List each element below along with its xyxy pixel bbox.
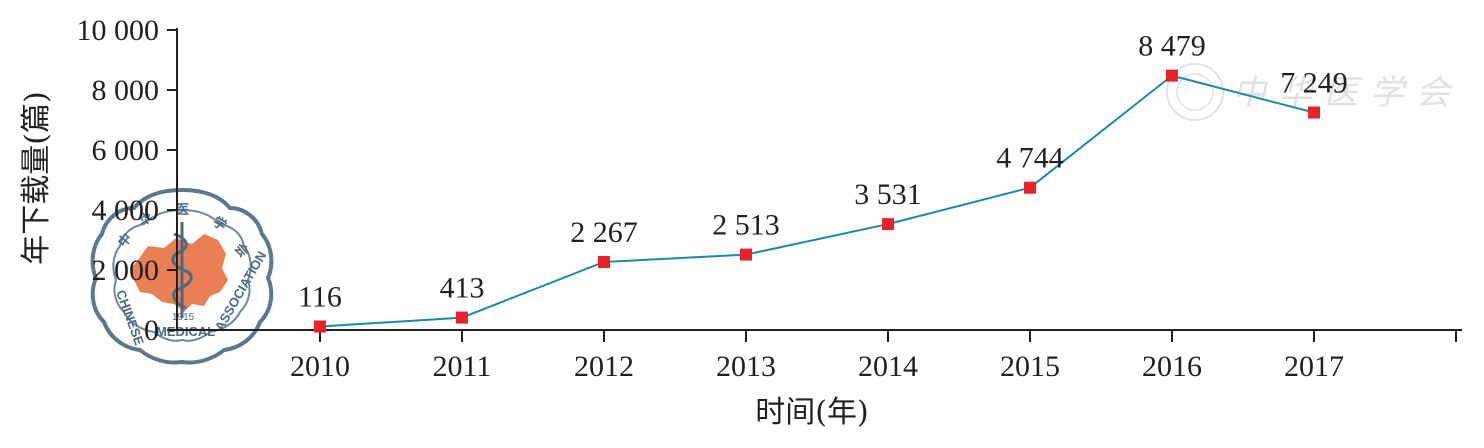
- y-tick-label: 0: [144, 314, 159, 347]
- seal-char-4: 学: [211, 214, 230, 233]
- x-tick-label: 2010: [290, 350, 350, 383]
- data-value-label: 3 531: [854, 178, 922, 211]
- data-point-marker: [882, 218, 894, 231]
- data-point-marker: [456, 311, 468, 324]
- data-value-label: 2 267: [570, 216, 638, 249]
- seal-char-3: 医: [176, 202, 189, 217]
- x-tick-label: 2012: [574, 350, 634, 383]
- caduceus-snake: [171, 232, 193, 310]
- x-tick-label: 2017: [1284, 350, 1344, 383]
- data-value-label: 8 479: [1138, 30, 1206, 63]
- y-tick-label: 4 000: [92, 194, 160, 227]
- y-axis-ticks: 0 2 000 4 000 6 000 8 000 10 000: [77, 14, 177, 347]
- data-labels: 116 413 2 267 2 513 3 531 4 744 8 479 7 249: [298, 30, 1348, 314]
- x-tick-label: 2011: [433, 350, 492, 383]
- data-point-marker: [1166, 69, 1178, 82]
- seal-ring-text-2: MEDICAL: [156, 324, 215, 339]
- series-line: [319, 74, 1315, 328]
- y-axis-title: 年下载量(篇): [19, 91, 54, 264]
- data-point-marker: [740, 248, 752, 261]
- y-tick-label: 10 000: [77, 14, 160, 47]
- data-value-label: 413: [440, 272, 485, 305]
- faded-seal-circle: [1166, 63, 1224, 121]
- faded-seal-inner: [1176, 73, 1214, 111]
- data-value-label: 116: [298, 281, 342, 314]
- x-tick-label: 2014: [858, 350, 918, 383]
- data-value-label: 4 744: [996, 142, 1064, 175]
- seal-year: 1915: [172, 312, 195, 323]
- data-point-marker: [598, 255, 610, 268]
- x-axis-title: 时间(年): [755, 395, 868, 430]
- seal-inner-outline: [112, 208, 252, 342]
- y-tick-label: 6 000: [92, 134, 160, 167]
- x-tick-label: 2015: [1000, 350, 1060, 383]
- data-point-marker: [1024, 181, 1036, 194]
- x-tick-label: 2016: [1142, 350, 1202, 383]
- data-value-label: 2 513: [712, 209, 780, 242]
- y-tick-label: 2 000: [92, 254, 160, 287]
- china-map-shape: [130, 234, 228, 312]
- series-markers: [314, 69, 1320, 333]
- x-tick-label: 2013: [716, 350, 776, 383]
- cma-seal-watermark: 中 华 医 学 会 CHINESE MEDICAL ASSOCIATION 19…: [90, 187, 274, 365]
- faded-watermark: 中华医学会: [1166, 63, 1462, 121]
- y-tick-label: 8 000: [92, 74, 160, 107]
- data-point-marker: [1308, 106, 1320, 119]
- data-value-label: 7 249: [1280, 67, 1348, 100]
- faded-watermark-text: 中华医学会: [1232, 73, 1462, 113]
- seal-char-2: 华: [136, 209, 155, 228]
- x-axis-ticks: 2010 2011 2012 2013 2014 2015 2016 2017: [290, 330, 1457, 383]
- data-point-marker: [314, 320, 326, 333]
